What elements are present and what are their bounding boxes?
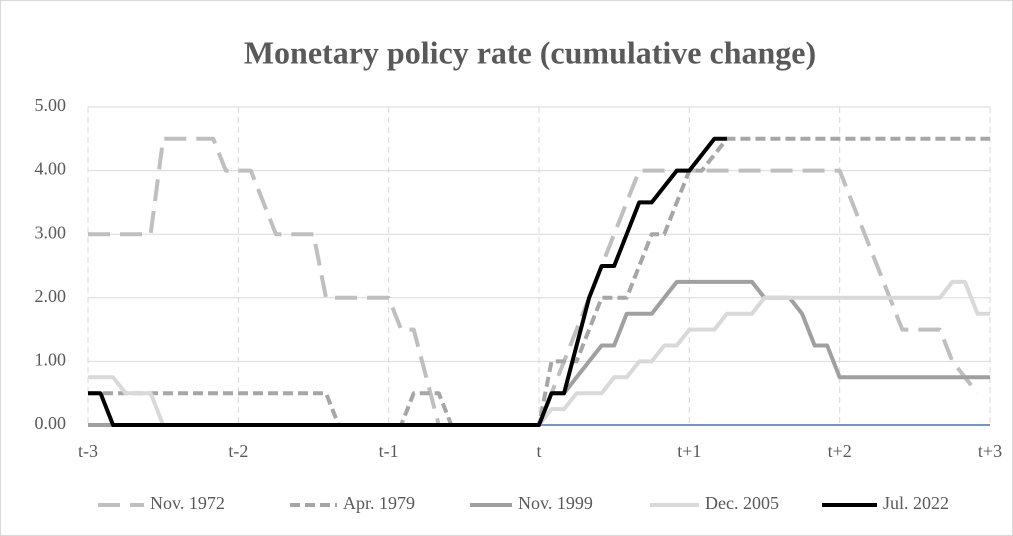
x-tick-label: t-1 [379,441,399,461]
x-tick-label: t-2 [228,441,248,461]
y-tick-label: 4.00 [35,159,67,179]
legend-label: Jul. 2022 [883,493,949,513]
y-tick-label: 0.00 [35,413,67,433]
legend-label: Dec. 2005 [705,493,779,513]
y-tick-label: 3.00 [35,222,67,242]
x-tick-label: t+2 [828,441,852,461]
legend-label: Nov. 1972 [150,493,225,513]
chart-title: Monetary policy rate (cumulative change) [244,34,816,70]
legend-label: Nov. 1999 [518,493,593,513]
x-tick-label: t [536,441,541,461]
series-line [88,136,727,427]
legend-label: Apr. 1979 [343,493,415,513]
y-tick-label: 2.00 [35,286,67,306]
x-tick-label: t+3 [978,441,1002,461]
plot-area [88,136,990,427]
y-tick-label: 1.00 [35,350,67,370]
y-tick-label: 5.00 [35,95,67,115]
x-tick-label: t+1 [677,441,701,461]
legend: Nov. 1972 Apr. 1979 Nov. 1999 Dec. 2005 Jul.… [98,493,949,513]
x-tick-label: t-3 [78,441,98,461]
